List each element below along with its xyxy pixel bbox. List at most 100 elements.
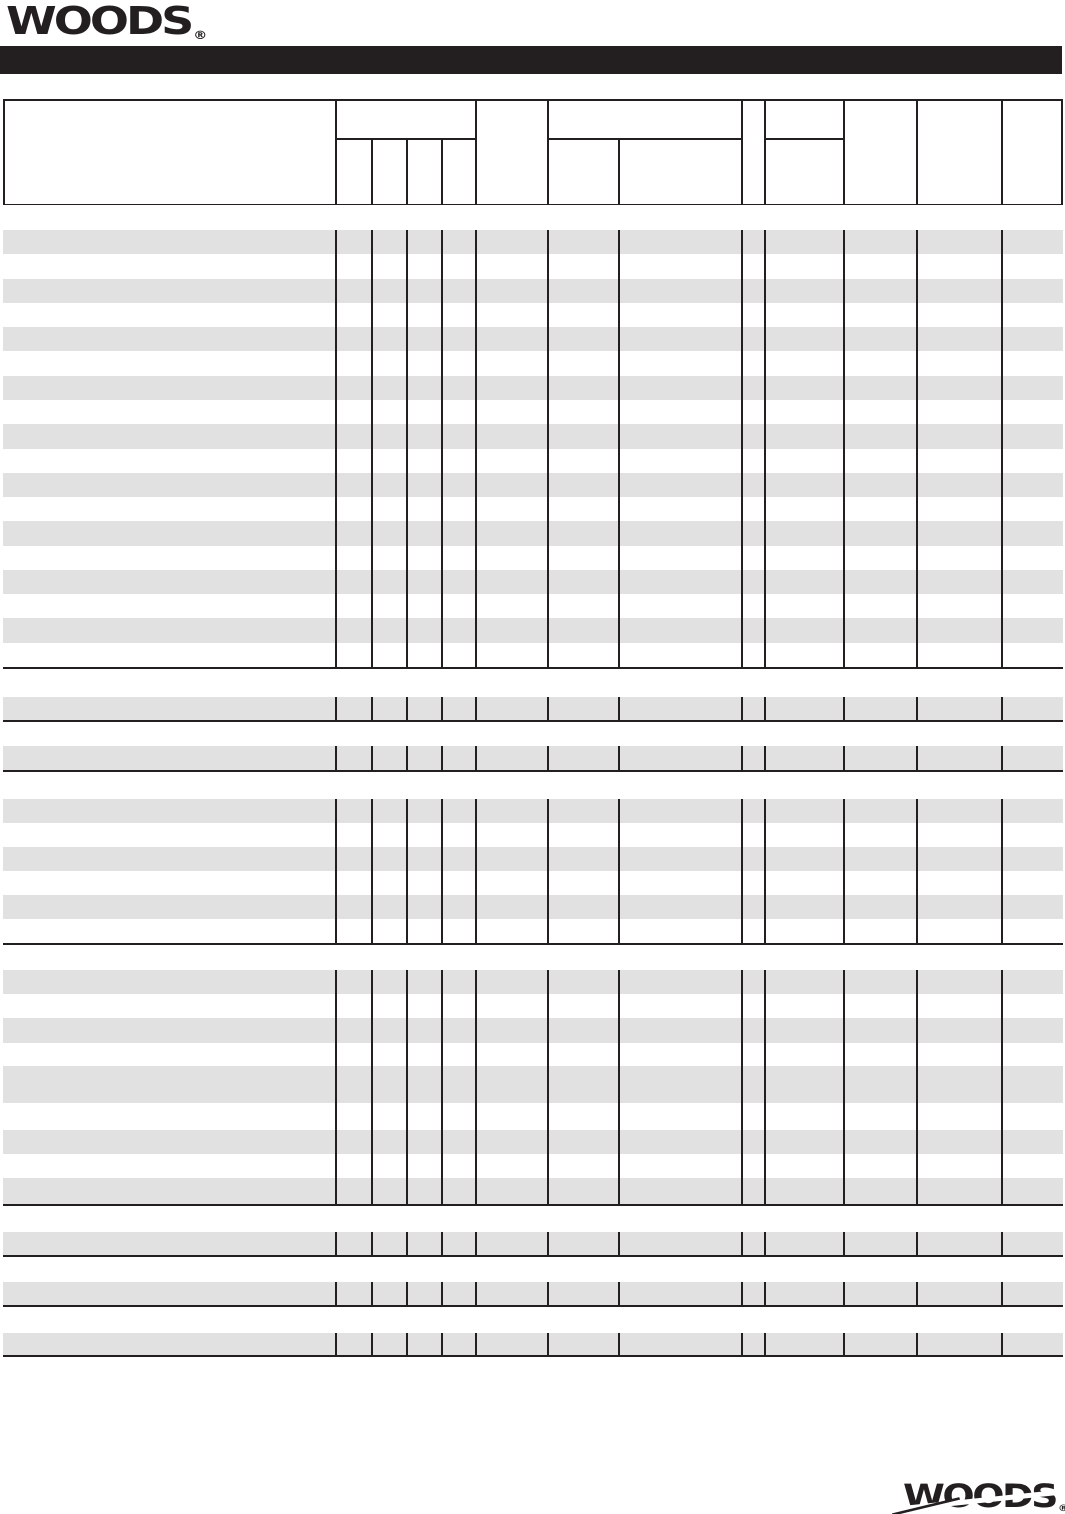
body-column-line bbox=[406, 1154, 408, 1179]
body-column-line bbox=[547, 1066, 549, 1104]
section-title-row bbox=[3, 1307, 1063, 1334]
body-column-line bbox=[406, 994, 408, 1019]
body-column-line bbox=[618, 847, 620, 872]
body-column-line bbox=[371, 375, 373, 400]
black-title-bar bbox=[0, 46, 1062, 74]
body-column-line bbox=[406, 472, 408, 498]
body-column-line bbox=[741, 1232, 743, 1256]
table-row bbox=[3, 399, 1063, 425]
body-column-line bbox=[843, 594, 845, 619]
body-column-line bbox=[475, 1103, 477, 1131]
body-column-line bbox=[741, 424, 743, 449]
body-column-line bbox=[441, 642, 443, 668]
section-title-row bbox=[3, 945, 1063, 971]
body-column-line bbox=[371, 799, 373, 824]
body-column-line bbox=[843, 919, 845, 944]
table-row bbox=[3, 545, 1063, 570]
body-column-line bbox=[843, 799, 845, 824]
body-column-line bbox=[843, 823, 845, 848]
body-column-line bbox=[741, 351, 743, 376]
section-divider-line bbox=[3, 943, 1063, 946]
body-column-line bbox=[475, 230, 477, 255]
registered-trademark-symbol: ® bbox=[1058, 1503, 1065, 1514]
body-column-line bbox=[618, 230, 620, 255]
body-column-line bbox=[547, 1282, 549, 1306]
body-column-line bbox=[335, 545, 337, 570]
body-column-line bbox=[764, 545, 766, 570]
body-column-line bbox=[764, 327, 766, 352]
body-column-line bbox=[764, 569, 766, 595]
body-column-line bbox=[475, 569, 477, 595]
body-column-line bbox=[335, 521, 337, 546]
body-column-line bbox=[843, 847, 845, 872]
body-column-line bbox=[843, 618, 845, 643]
body-column-line bbox=[335, 799, 337, 824]
body-column-line bbox=[618, 871, 620, 896]
body-column-line bbox=[371, 1178, 373, 1205]
body-column-line bbox=[916, 1103, 918, 1131]
body-column-line bbox=[1001, 847, 1003, 872]
body-column-line bbox=[1001, 1178, 1003, 1205]
body-column-line bbox=[916, 847, 918, 872]
table-row bbox=[3, 521, 1063, 546]
body-column-line bbox=[916, 1154, 918, 1179]
body-column-line bbox=[335, 1232, 337, 1256]
body-column-line bbox=[371, 970, 373, 995]
body-column-line bbox=[916, 302, 918, 328]
body-column-line bbox=[764, 497, 766, 522]
body-column-line bbox=[741, 278, 743, 303]
body-column-line bbox=[371, 919, 373, 944]
body-column-line bbox=[335, 895, 337, 920]
body-column-line bbox=[406, 399, 408, 425]
body-column-line bbox=[741, 919, 743, 944]
body-column-line bbox=[547, 1130, 549, 1155]
body-column-line bbox=[547, 1103, 549, 1131]
body-column-line bbox=[618, 375, 620, 400]
body-column-line bbox=[843, 521, 845, 546]
body-column-line bbox=[335, 594, 337, 619]
body-column-line bbox=[547, 375, 549, 400]
body-column-line bbox=[371, 1130, 373, 1155]
section-title-row bbox=[3, 669, 1063, 698]
body-column-line bbox=[741, 327, 743, 352]
table-row bbox=[3, 497, 1063, 522]
body-column-line bbox=[843, 1043, 845, 1067]
body-column-line bbox=[1001, 871, 1003, 896]
body-column-line bbox=[475, 545, 477, 570]
table-row bbox=[3, 697, 1063, 721]
body-column-line bbox=[406, 327, 408, 352]
body-column-line bbox=[764, 919, 766, 944]
body-column-line bbox=[475, 1232, 477, 1256]
body-column-line bbox=[406, 594, 408, 619]
header-column-line bbox=[741, 99, 743, 205]
body-column-line bbox=[916, 618, 918, 643]
body-column-line bbox=[406, 1232, 408, 1256]
body-column-line bbox=[406, 521, 408, 546]
table-row bbox=[3, 1066, 1063, 1104]
body-column-line bbox=[764, 1130, 766, 1155]
body-column-line bbox=[475, 1130, 477, 1155]
body-column-line bbox=[475, 970, 477, 995]
body-column-line bbox=[441, 302, 443, 328]
body-column-line bbox=[335, 497, 337, 522]
body-column-line bbox=[371, 569, 373, 595]
body-column-line bbox=[843, 1282, 845, 1306]
body-column-line bbox=[618, 1066, 620, 1104]
body-column-line bbox=[741, 871, 743, 896]
body-column-line bbox=[764, 642, 766, 668]
table-row bbox=[3, 823, 1063, 848]
body-column-line bbox=[916, 823, 918, 848]
body-column-line bbox=[1001, 895, 1003, 920]
body-column-line bbox=[547, 278, 549, 303]
body-column-line bbox=[618, 1178, 620, 1205]
body-column-line bbox=[371, 424, 373, 449]
body-column-line bbox=[475, 327, 477, 352]
body-column-line bbox=[475, 497, 477, 522]
spec-table bbox=[3, 99, 1063, 1357]
table-row bbox=[3, 1018, 1063, 1044]
header-subcolumn-line bbox=[371, 139, 373, 205]
body-column-line bbox=[371, 895, 373, 920]
body-column-line bbox=[406, 970, 408, 995]
header-group-divider bbox=[548, 138, 742, 140]
